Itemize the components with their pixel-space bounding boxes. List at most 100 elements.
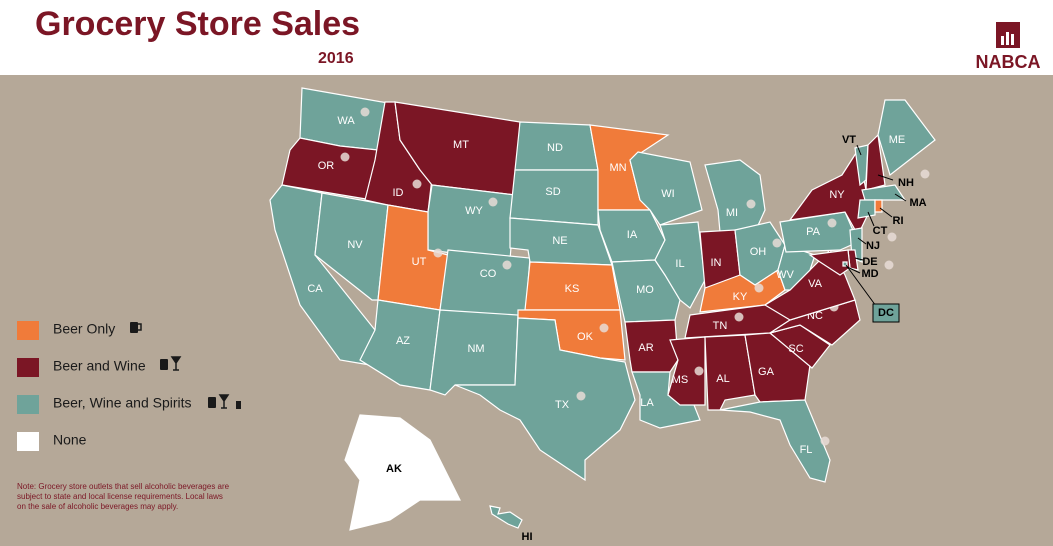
state-dot [412, 179, 422, 189]
state-label: WV [776, 269, 794, 281]
leader-line [854, 257, 864, 261]
state-dot [433, 248, 443, 258]
state-label: AL [716, 373, 729, 385]
state-label: MT [453, 139, 469, 151]
state-dot [734, 312, 744, 322]
note-box: Note: Grocery store outlets that sell al… [17, 482, 230, 511]
leader-line [857, 237, 867, 245]
state-label: OH [750, 246, 767, 258]
state-label: MA [909, 197, 926, 209]
state-label: OK [577, 331, 594, 343]
state-label: IN [711, 257, 722, 269]
state-label: ND [547, 142, 563, 154]
state-label: ID [393, 187, 404, 199]
note: Note: Grocery store outlets that sell al… [17, 482, 230, 511]
state-shape [631, 371, 701, 429]
state-label: UT [412, 256, 427, 268]
state-shape [489, 505, 523, 529]
legend-swatch [17, 358, 39, 377]
state-dot [694, 366, 704, 376]
state-label: CA [307, 283, 323, 295]
state-shape [427, 184, 516, 261]
state-label: CO [480, 268, 497, 280]
state-dot [576, 391, 586, 401]
logo: NABCA [976, 52, 1041, 72]
state-label: IL [675, 258, 684, 270]
state-label: LA [640, 397, 654, 409]
state-label: WA [337, 115, 355, 127]
state-label: FL [800, 444, 813, 456]
state-label: KY [733, 291, 748, 303]
leader-line [894, 193, 907, 202]
state-dot [820, 436, 830, 446]
state-shape [719, 399, 831, 483]
state-dot [360, 107, 370, 117]
state-shape [344, 414, 461, 531]
state-label: PA [806, 226, 821, 238]
leader-line [867, 211, 875, 227]
leader-line [856, 144, 862, 156]
leader-line [845, 264, 877, 307]
state-label: VT [842, 134, 856, 146]
state-dot [488, 197, 498, 207]
state-label: NE [552, 235, 567, 247]
legend-icons [130, 322, 241, 409]
state-label: MS [672, 374, 689, 386]
state-dot [502, 260, 512, 270]
state-label: MO [636, 284, 654, 296]
dc-box [872, 303, 900, 323]
state-label: GA [758, 366, 775, 378]
leader-line [879, 207, 893, 218]
state-label: MN [609, 162, 626, 174]
state-shape [704, 159, 766, 233]
state-dot [746, 199, 756, 209]
state-dot [827, 218, 837, 228]
state-label: AK [386, 463, 402, 475]
state-dot [340, 152, 350, 162]
state-shape [874, 199, 883, 213]
state-label: NY [829, 189, 845, 201]
state-shape [877, 99, 936, 177]
state-label: SC [788, 343, 803, 355]
state-label: RI [893, 215, 904, 227]
state-shape [808, 249, 851, 276]
logo-icon [996, 22, 1020, 48]
legend-label: Beer and Wine [53, 358, 146, 374]
state-dot [754, 283, 764, 293]
state-label: NJ [866, 240, 880, 252]
state-label: NV [347, 239, 363, 251]
legend-label: None [53, 432, 87, 448]
state-label: MD [861, 268, 878, 280]
legend-label: Beer Only [53, 321, 115, 337]
state-shape [629, 151, 703, 226]
legend-label: Beer, Wine and Spirits [53, 395, 192, 411]
state-label: MI [726, 207, 738, 219]
state-label: DE [862, 256, 877, 268]
states: WA OR CA NV ID MT WY UT CO AZ NM ND SD NE KS OK TX MN IA MO… [269, 87, 936, 543]
state-label: WY [465, 205, 483, 217]
state-label: WI [661, 188, 674, 200]
state-dot [599, 323, 609, 333]
state-label: AR [638, 342, 653, 354]
state-label: CT [873, 225, 888, 237]
leader-line [877, 174, 894, 181]
legend-swatch [17, 321, 39, 340]
state-label: IA [627, 229, 638, 241]
state-label: VA [808, 278, 823, 290]
state-dot [772, 238, 782, 248]
state-label: HI [522, 531, 533, 543]
legend: Beer Only Beer and Wine Beer, Wine and Spi… [17, 321, 192, 451]
state-label: OR [318, 160, 335, 172]
state-label: NM [467, 343, 484, 355]
state-label: TX [555, 399, 570, 411]
state-label: KS [565, 283, 580, 295]
state-label: AZ [396, 335, 410, 347]
state-label: SD [545, 186, 560, 198]
state-dot [920, 169, 930, 179]
header [0, 0, 1053, 75]
title: Grocery Store Sales [35, 5, 360, 43]
subtitle: 2016 [318, 50, 354, 67]
state-dot [884, 260, 894, 270]
state-shape [857, 199, 876, 219]
